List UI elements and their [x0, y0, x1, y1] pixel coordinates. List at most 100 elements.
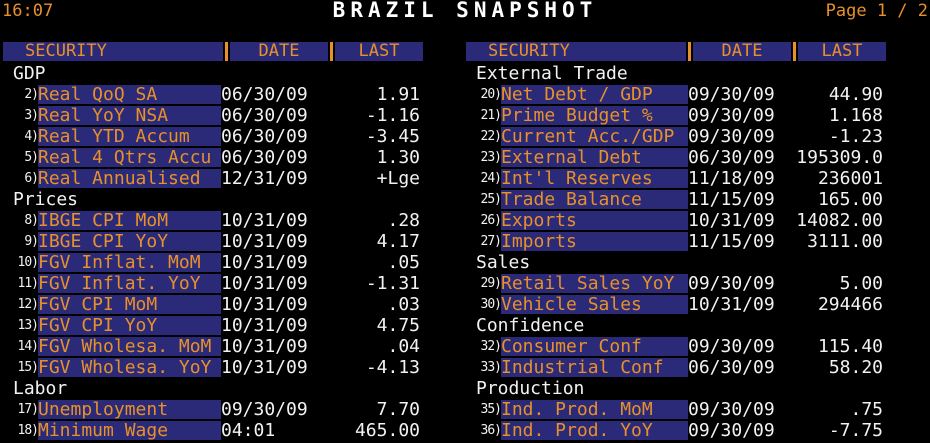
- security-name[interactable]: IBGE CPI YoY: [38, 232, 221, 251]
- security-row[interactable]: 4) Real YTD Accum 06/30/09 -3.45: [3, 126, 463, 147]
- section-heading: Sales: [466, 252, 926, 273]
- security-name[interactable]: Industrial Conf: [501, 358, 688, 377]
- row-number: 35): [480, 402, 502, 417]
- security-name[interactable]: Real Annualised: [38, 169, 221, 188]
- security-name[interactable]: Ind. Prod. YoY: [501, 421, 688, 440]
- security-name[interactable]: FGV Wholesa. MoM: [38, 337, 221, 356]
- security-name[interactable]: Trade Balance: [501, 190, 688, 209]
- security-row[interactable]: 22) Current Acc./GDP 09/30/09 -1.23: [466, 126, 926, 147]
- row-date: 06/30/09: [688, 147, 775, 168]
- row-last-value: .03: [387, 294, 420, 315]
- row-date: 10/31/09: [221, 252, 308, 273]
- security-name[interactable]: FGV Wholesa. YoY: [38, 358, 221, 377]
- security-row[interactable]: 14) FGV Wholesa. MoM 10/31/09 .04: [3, 336, 463, 357]
- security-row[interactable]: 26) Exports 10/31/09 14082.00: [466, 210, 926, 231]
- security-name[interactable]: Ind. Prod. MoM: [501, 400, 688, 419]
- row-date: 12/31/09: [221, 168, 308, 189]
- security-name[interactable]: FGV Inflat. YoY: [38, 274, 221, 293]
- row-last-value: 1.30: [376, 147, 420, 168]
- security-row[interactable]: 24) Int'l Reserves 11/18/09 236001: [466, 168, 926, 189]
- security-name[interactable]: IBGE CPI MoM: [38, 211, 221, 230]
- security-row[interactable]: 9) IBGE CPI YoY 10/31/09 4.17: [3, 231, 463, 252]
- row-date: 09/30/09: [688, 420, 775, 441]
- column-divider: [688, 42, 691, 61]
- section-heading: External Trade: [466, 63, 926, 84]
- security-row[interactable]: 6) Real Annualised 12/31/09 +Lge: [3, 168, 463, 189]
- security-row[interactable]: 20) Net Debt / GDP 09/30/09 44.90: [466, 84, 926, 105]
- security-row[interactable]: 29) Retail Sales YoY 09/30/09 5.00: [466, 273, 926, 294]
- row-last-value: .75: [850, 399, 883, 420]
- security-row[interactable]: 11) FGV Inflat. YoY 10/31/09 -1.31: [3, 273, 463, 294]
- security-name[interactable]: Net Debt / GDP: [501, 85, 688, 104]
- security-header[interactable]: SECURITY: [3, 42, 223, 61]
- row-number: 32): [480, 339, 502, 354]
- row-date: 09/30/09: [688, 273, 775, 294]
- row-last-value: 7.70: [376, 399, 420, 420]
- row-number: 33): [480, 360, 502, 375]
- date-header[interactable]: DATE: [693, 42, 791, 61]
- section-heading: Production: [466, 378, 926, 399]
- security-row[interactable]: 33) Industrial Conf 06/30/09 58.20: [466, 357, 926, 378]
- security-row[interactable]: 23) External Debt 06/30/09 195309.0: [466, 147, 926, 168]
- security-row[interactable]: 21) Prime Budget % 09/30/09 1.168: [466, 105, 926, 126]
- security-name[interactable]: Prime Budget %: [501, 106, 688, 125]
- security-row[interactable]: 5) Real 4 Qtrs Accu 06/30/09 1.30: [3, 147, 463, 168]
- row-date: 09/30/09: [688, 105, 775, 126]
- security-name[interactable]: Current Acc./GDP: [501, 127, 688, 146]
- security-name[interactable]: Real YoY NSA: [38, 106, 221, 125]
- date-header[interactable]: DATE: [230, 42, 328, 61]
- last-header[interactable]: LAST: [335, 42, 423, 61]
- last-header[interactable]: LAST: [798, 42, 886, 61]
- security-name[interactable]: Imports: [501, 232, 688, 251]
- row-last-value: 4.17: [376, 231, 420, 252]
- row-last-value: 236001: [817, 168, 883, 189]
- security-name[interactable]: Consumer Conf: [501, 337, 688, 356]
- security-name[interactable]: External Debt: [501, 148, 688, 167]
- security-name[interactable]: Vehicle Sales: [501, 295, 688, 314]
- security-row[interactable]: 3) Real YoY NSA 06/30/09 -1.16: [3, 105, 463, 126]
- row-last-value: -1.16: [365, 105, 420, 126]
- row-last-value: +Lge: [376, 168, 420, 189]
- security-name[interactable]: Exports: [501, 211, 688, 230]
- security-name[interactable]: Retail Sales YoY: [501, 274, 688, 293]
- row-date: 06/30/09: [221, 147, 308, 168]
- security-row[interactable]: 12) FGV CPI MoM 10/31/09 .03: [3, 294, 463, 315]
- security-header[interactable]: SECURITY: [466, 42, 686, 61]
- security-name[interactable]: Real YTD Accum: [38, 127, 221, 146]
- security-name[interactable]: Minimum Wage: [38, 421, 221, 440]
- security-name[interactable]: Real 4 Qtrs Accu: [38, 148, 221, 167]
- security-name[interactable]: FGV CPI MoM: [38, 295, 221, 314]
- security-name[interactable]: FGV Inflat. MoM: [38, 253, 221, 272]
- security-row[interactable]: 30) Vehicle Sales 10/31/09 294466: [466, 294, 926, 315]
- row-date: 06/30/09: [688, 357, 775, 378]
- security-row[interactable]: 10) FGV Inflat. MoM 10/31/09 .05: [3, 252, 463, 273]
- security-row[interactable]: 36) Ind. Prod. YoY 09/30/09 -7.75: [466, 420, 926, 441]
- security-name[interactable]: Real QoQ SA: [38, 85, 221, 104]
- security-row[interactable]: 13) FGV CPI YoY 10/31/09 4.75: [3, 315, 463, 336]
- row-number: 8): [24, 213, 39, 228]
- row-number: 15): [17, 360, 39, 375]
- security-row[interactable]: 18) Minimum Wage 04:01 465.00: [3, 420, 463, 441]
- row-number: 22): [480, 129, 502, 144]
- security-row[interactable]: 35) Ind. Prod. MoM 09/30/09 .75: [466, 399, 926, 420]
- row-number: 17): [17, 402, 39, 417]
- security-row[interactable]: 32) Consumer Conf 09/30/09 115.40: [466, 336, 926, 357]
- security-name[interactable]: Int'l Reserves: [501, 169, 688, 188]
- security-row[interactable]: 8) IBGE CPI MoM 10/31/09 .28: [3, 210, 463, 231]
- row-number: 20): [480, 87, 502, 102]
- column-divider: [225, 42, 228, 61]
- row-number: 25): [480, 192, 502, 207]
- row-date: 06/30/09: [221, 126, 308, 147]
- row-date: 10/31/09: [688, 210, 775, 231]
- security-name[interactable]: Unemployment: [38, 400, 221, 419]
- security-row[interactable]: 2) Real QoQ SA 06/30/09 1.91: [3, 84, 463, 105]
- row-number: 27): [480, 234, 502, 249]
- left-panel: SECURITY DATE LAST GDP 2) Real QoQ SA 06/30…: [3, 42, 463, 443]
- security-row[interactable]: 17) Unemployment 09/30/09 7.70: [3, 399, 463, 420]
- column-divider: [330, 42, 333, 61]
- security-row[interactable]: 25) Trade Balance 11/15/09 165.00: [466, 189, 926, 210]
- security-name[interactable]: FGV CPI YoY: [38, 316, 221, 335]
- row-number: 36): [480, 423, 502, 438]
- security-row[interactable]: 15) FGV Wholesa. YoY 10/31/09 -4.13: [3, 357, 463, 378]
- security-row[interactable]: 27) Imports 11/15/09 3111.00: [466, 231, 926, 252]
